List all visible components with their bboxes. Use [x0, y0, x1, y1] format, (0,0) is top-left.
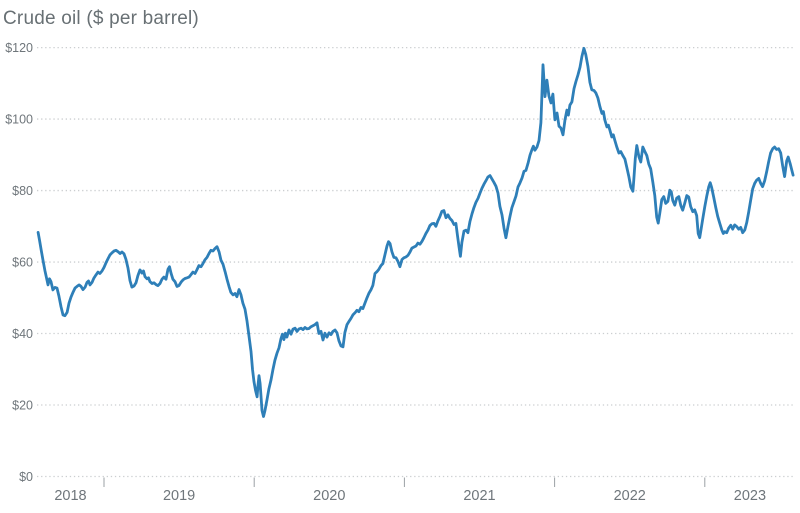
x-year-label: 2019: [163, 488, 195, 504]
chart-title: Crude oil ($ per barrel): [3, 8, 199, 29]
y-axis-label: $40: [12, 327, 33, 341]
crude-oil-price-line: [36, 46, 795, 418]
y-axis-label: $20: [12, 398, 33, 412]
y-axis-label: $0: [19, 470, 33, 484]
x-year-label: 2018: [54, 488, 86, 504]
y-axis-label: $100: [5, 112, 33, 126]
y-axis-label: $60: [12, 255, 33, 269]
y-axis-label: $80: [12, 184, 33, 198]
x-year-label: 2021: [463, 488, 495, 504]
x-year-label: 2022: [614, 488, 646, 504]
x-year-label: 2023: [734, 488, 766, 504]
y-axis-label: $120: [5, 41, 33, 55]
x-year-label: 2020: [313, 488, 345, 504]
